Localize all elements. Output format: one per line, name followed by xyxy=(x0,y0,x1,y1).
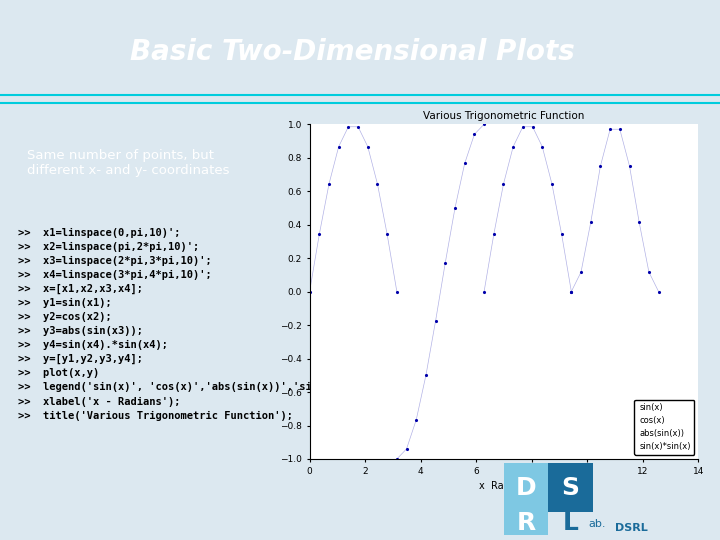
Text: ab.: ab. xyxy=(589,518,606,529)
Bar xyxy=(504,463,549,512)
Text: R: R xyxy=(516,511,536,535)
Text: Basic Two-Dimensional Plots: Basic Two-Dimensional Plots xyxy=(130,38,575,66)
Text: >>  x1=linspace(0,pi,10)';
>>  x2=linspace(pi,2*pi,10)';
>>  x3=linspace(2*pi,3*: >> x1=linspace(0,pi,10)'; >> x2=linspace… xyxy=(19,228,406,421)
Title: Various Trigonometric Function: Various Trigonometric Function xyxy=(423,111,585,120)
Bar xyxy=(504,512,549,535)
Text: L: L xyxy=(562,511,578,535)
X-axis label: x  Radians: x Radians xyxy=(479,481,529,491)
Legend: sin(x), cos(x), abs(sin(x)), sin(x)*sin(x): sin(x), cos(x), abs(sin(x)), sin(x)*sin(… xyxy=(634,400,694,455)
Text: DSRL: DSRL xyxy=(615,523,647,533)
Bar xyxy=(549,463,593,512)
Text: S: S xyxy=(562,476,580,500)
Text: Same number of points, but
different x- and y- coordinates: Same number of points, but different x- … xyxy=(27,148,230,177)
Text: D: D xyxy=(516,476,536,500)
